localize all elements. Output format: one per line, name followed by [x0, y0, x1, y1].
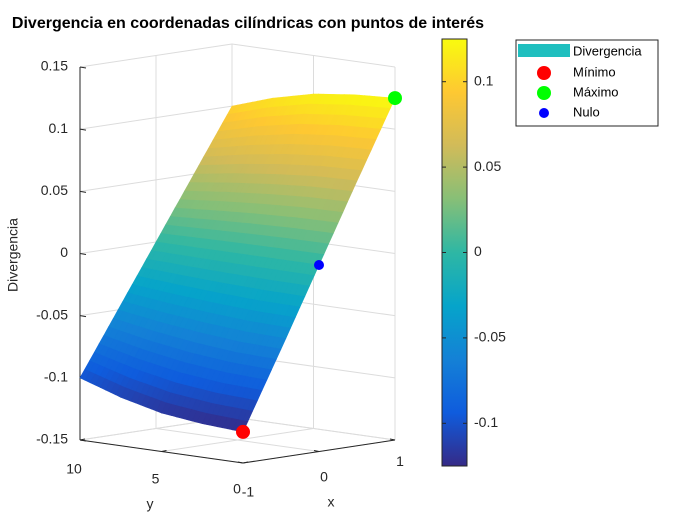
z-tick-label: 0.15	[41, 58, 68, 74]
surface-patch	[275, 93, 355, 177]
x-tick-label: -1	[242, 484, 255, 500]
tick-mark	[79, 128, 87, 131]
tick-mark	[79, 315, 87, 318]
points	[236, 91, 402, 439]
tick-mark	[79, 190, 87, 193]
x-tick-label: 1	[396, 453, 404, 469]
surface-patch	[237, 174, 317, 260]
grid-line	[161, 428, 314, 452]
y-tick-label: 5	[152, 471, 160, 487]
colorbar: -0.1 -0.05 0 0.05 0.1	[441, 38, 506, 467]
point-marker	[388, 91, 402, 106]
legend-swatch	[518, 44, 570, 57]
z-axis-label: Divergencia	[5, 218, 21, 292]
y-tick-label: 0	[233, 480, 241, 496]
surface-patch	[234, 93, 314, 175]
surface-patch	[117, 241, 198, 323]
surface-patch	[315, 94, 396, 182]
surface-patch	[193, 97, 274, 175]
point-marker	[236, 424, 250, 439]
y-tick-label: 10	[66, 461, 82, 477]
surface-patch	[199, 253, 279, 343]
z-tick-label: -0.1	[44, 369, 68, 385]
z-tick-label: 0.1	[49, 120, 69, 136]
colorbar-tick-label: 0	[474, 243, 482, 259]
surface	[79, 93, 396, 433]
surface-patch	[201, 341, 282, 433]
z-tick-label: -0.15	[36, 431, 68, 447]
tick-mark	[237, 461, 244, 464]
legend: Divergencia Mínimo Máximo Nulo	[515, 39, 659, 127]
tick-mark	[79, 253, 87, 255]
legend-label: Nulo	[573, 104, 600, 119]
legend-marker	[539, 108, 549, 118]
surface-patch	[155, 173, 236, 249]
tick-mark	[389, 438, 396, 441]
tick-mark	[161, 450, 167, 452]
tick-mark	[242, 461, 249, 464]
z-tick-label: 0	[60, 244, 68, 260]
tick-mark	[313, 450, 320, 452]
z-tick-label: 0.05	[41, 182, 68, 198]
z-tick-label: -0.05	[36, 306, 68, 322]
surface-patch	[79, 309, 160, 398]
tick-mark	[79, 66, 87, 69]
colorbar-tick-label: 0.05	[474, 158, 501, 174]
legend-marker	[537, 66, 551, 80]
colorbar-gradient	[441, 38, 468, 467]
chart-title: Divergencia en coordenadas cilíndricas c…	[12, 15, 484, 32]
surface-patch	[158, 247, 238, 333]
surface-patch	[277, 176, 358, 266]
surface-patch	[161, 332, 241, 425]
colorbar-tick-label: -0.1	[474, 414, 498, 430]
legend-marker	[537, 86, 551, 100]
colorbar-tick-label: -0.05	[474, 329, 506, 345]
x-tick-label: 0	[320, 468, 328, 484]
colorbar-tick-label: 0.1	[474, 72, 494, 88]
legend-label: Mínimo	[573, 64, 616, 79]
surface-patch	[120, 321, 200, 414]
tick-mark	[79, 438, 86, 441]
surface-patch	[239, 258, 320, 350]
legend-label: Divergencia	[573, 43, 642, 58]
surface-patch	[196, 173, 276, 254]
point-marker	[314, 260, 324, 270]
y-axis-label: y	[147, 496, 154, 512]
legend-label: Máximo	[573, 84, 619, 99]
x-axis-label: x	[328, 494, 335, 510]
